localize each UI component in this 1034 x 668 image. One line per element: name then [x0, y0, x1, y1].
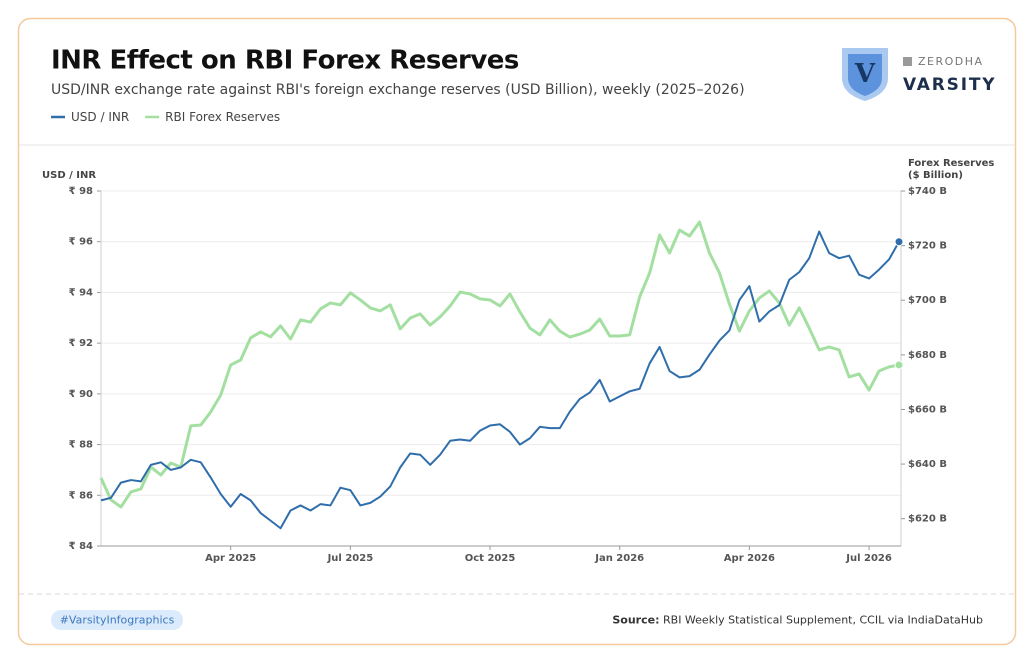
y2-axis-label: ($ Billion) — [908, 170, 963, 181]
y-tick-label: ₹ 94 — [69, 287, 93, 298]
source: Source: RBI Weekly Statistical Supplemen… — [612, 614, 983, 627]
logo: V ZERODHA VARSITY — [842, 48, 996, 101]
end-marker — [894, 237, 904, 247]
series-line — [100, 230, 900, 530]
source-text: RBI Weekly Statistical Supplement, CCIL … — [663, 614, 983, 627]
y-tick-label: ₹ 88 — [69, 440, 93, 451]
y-axis-label: USD / INR — [42, 170, 96, 181]
y2-tick-label: $640 B — [908, 459, 947, 470]
y-tick-label: ₹ 98 — [69, 186, 93, 197]
x-tick-label: Apr 2025 — [205, 553, 256, 564]
end-marker — [894, 360, 904, 370]
y-tick-label: ₹ 92 — [69, 338, 93, 349]
x-tick-label: Apr 2026 — [724, 553, 775, 564]
y2-tick-label: $680 B — [908, 350, 947, 361]
y2-tick-label: $660 B — [908, 404, 947, 415]
x-tick-label: Jan 2026 — [594, 553, 644, 564]
logo-shield-inner — [848, 54, 882, 96]
y2-tick-label: $720 B — [908, 241, 947, 252]
x-tick-label: Jul 2025 — [327, 553, 374, 564]
series-line — [99, 220, 900, 509]
y2-axis-label: Forex Reserves — [908, 158, 994, 169]
tag-pill — [51, 610, 183, 630]
logo-letter: V — [854, 59, 876, 89]
y2-tick-label: $740 B — [908, 186, 947, 197]
card — [17, 17, 1017, 646]
brand-icon — [903, 57, 912, 66]
product: VARSITY — [903, 75, 996, 95]
brand: ZERODHA — [918, 55, 984, 68]
x-tick-label: Oct 2025 — [465, 553, 516, 564]
chart-subtitle: USD/INR exchange rate against RBI's fore… — [51, 82, 745, 98]
y-tick-label: ₹ 84 — [69, 541, 93, 552]
y-tick-label: ₹ 90 — [69, 389, 93, 400]
chart-title: INR Effect on RBI Forex Reserves — [51, 46, 519, 76]
y2-tick-label: $700 B — [908, 295, 947, 306]
y-tick-label: ₹ 86 — [69, 490, 93, 501]
legend-label: USD / INR — [71, 110, 129, 124]
tag: #VarsityInfographics — [60, 614, 175, 627]
y-tick-label: ₹ 96 — [69, 237, 93, 248]
source-label: Source: — [612, 614, 659, 627]
y2-tick-label: $620 B — [908, 514, 947, 525]
x-tick-label: Jul 2026 — [845, 553, 892, 564]
legend-label: RBI Forex Reserves — [165, 110, 280, 124]
